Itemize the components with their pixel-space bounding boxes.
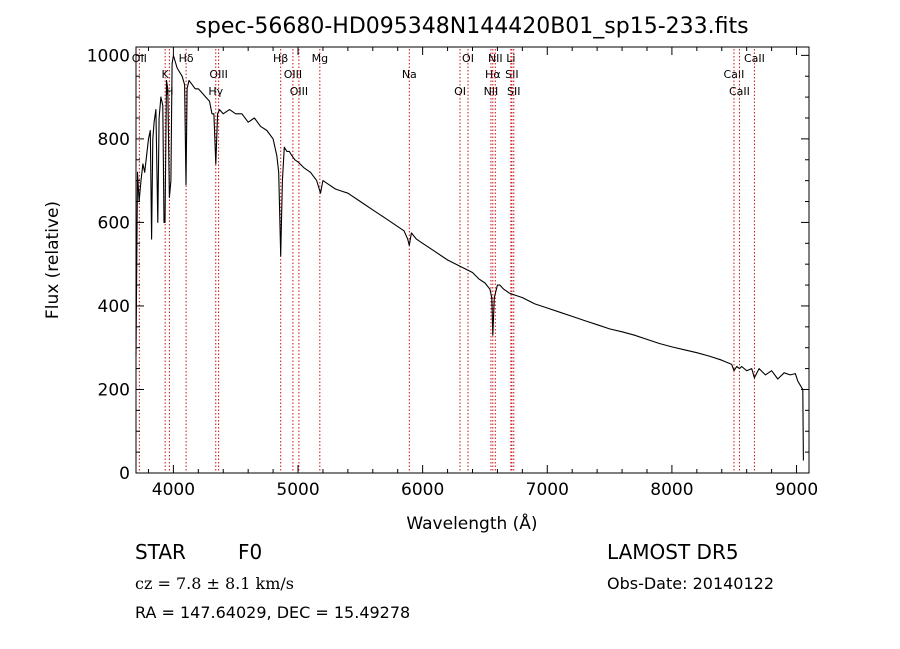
line-label-18: Li — [506, 52, 515, 65]
y-axis-label: Flux (relative) — [43, 201, 63, 319]
class-label: STAR — [135, 540, 186, 564]
redshift-label: cz = 7.8 ± 8.1 km/s — [135, 574, 294, 593]
spectrum-series — [135, 54, 804, 461]
line-label-3: OII — [132, 52, 147, 65]
x-tick-label: 9000 — [775, 480, 818, 500]
line-label-19: CaII — [724, 68, 745, 81]
line-label-7: OIII — [284, 68, 302, 81]
line-label-4: OIII — [209, 68, 227, 81]
line-label-20: CaII — [729, 85, 750, 98]
line-label-2: H — [165, 85, 173, 98]
x-axis-label: Wavelength (Å) — [406, 512, 537, 534]
line-label-12: OI — [462, 52, 474, 65]
x-tick-label: 4000 — [152, 480, 195, 500]
line-label-17: SII — [507, 85, 520, 98]
subclass-label: F0 — [238, 540, 263, 564]
line-label-9: Mg — [312, 52, 328, 65]
survey-label: LAMOST DR5 — [607, 540, 739, 564]
line-label-0: Hδ — [179, 52, 194, 65]
line-label-11: OI — [454, 85, 466, 98]
emission-line-markers: HδKHOIIOIIIHγHβOIIIOIIIMgNaOIOIHαNIINIIS… — [132, 49, 765, 473]
y-tick-label: 0 — [119, 464, 130, 484]
line-label-6: Hβ — [273, 52, 288, 65]
y-tick-label: 200 — [98, 380, 130, 400]
x-tick-label: 6000 — [401, 480, 444, 500]
line-label-13: Hα — [485, 68, 501, 81]
line-label-15: NII — [488, 52, 503, 65]
chart-title: spec-56680-HD095348N144420B01_sp15-233.f… — [195, 14, 748, 39]
line-label-21: CaII — [744, 52, 765, 65]
y-tick-label: 400 — [98, 297, 130, 317]
line-label-10: Na — [402, 68, 417, 81]
line-label-14: NII — [484, 85, 499, 98]
series-line-0 — [135, 54, 804, 461]
line-label-16: SII — [505, 68, 518, 81]
line-label-1: K — [162, 68, 170, 81]
spectrum-chart: spec-56680-HD095348N144420B01_sp15-233.f… — [43, 14, 818, 534]
x-tick-label: 5000 — [276, 480, 319, 500]
x-tick-label: 7000 — [526, 480, 569, 500]
plot-frame — [135, 46, 810, 474]
coords-label: RA = 147.64029, DEC = 15.49278 — [135, 603, 411, 622]
line-label-8: OIII — [290, 85, 308, 98]
y-tick-label: 1000 — [87, 46, 130, 66]
obs-date-label: Obs-Date: 20140122 — [607, 574, 775, 593]
y-tick-label: 600 — [98, 213, 130, 233]
line-label-5: Hγ — [208, 85, 223, 98]
axes: 4000 5000 6000 7000 8000 9000 0 200 400 600 800 100… — [87, 46, 818, 500]
x-tick-label: 8000 — [650, 480, 693, 500]
y-tick-label: 800 — [98, 130, 130, 150]
